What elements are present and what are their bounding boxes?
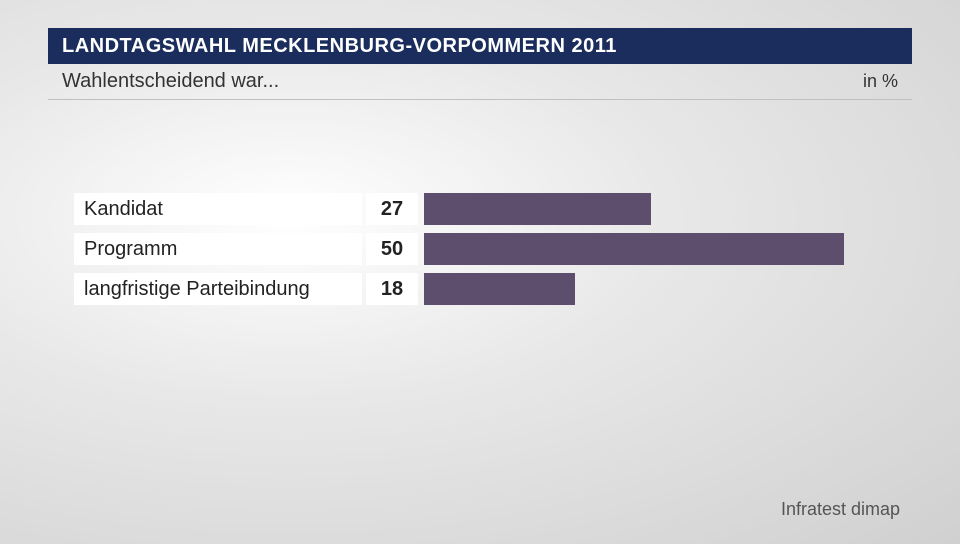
chart-row: Kandidat 27 (74, 190, 886, 228)
bar (424, 233, 844, 265)
subtitle-row: Wahlentscheidend war... in % (48, 64, 912, 100)
unit-text: in % (863, 71, 898, 92)
source-attribution: Infratest dimap (781, 499, 900, 520)
bar-container (424, 233, 886, 265)
subtitle-text: Wahlentscheidend war... (62, 70, 279, 93)
bar-label: Kandidat (74, 193, 362, 225)
bar-container (424, 273, 886, 305)
bar-container (424, 193, 886, 225)
bar-value: 27 (366, 193, 418, 225)
chart-row: Programm 50 (74, 230, 886, 268)
bar-label: langfristige Parteibindung (74, 273, 362, 305)
header-title: LANDTAGSWAHL MECKLENBURG-VORPOMMERN 2011 (62, 35, 617, 58)
bar (424, 193, 651, 225)
bar-value: 50 (366, 233, 418, 265)
bar-value: 18 (366, 273, 418, 305)
bar (424, 273, 575, 305)
bar-chart: Kandidat 27 Programm 50 langfristige Par… (74, 190, 886, 310)
header-banner: LANDTAGSWAHL MECKLENBURG-VORPOMMERN 2011 (48, 28, 912, 64)
bar-label: Programm (74, 233, 362, 265)
chart-row: langfristige Parteibindung 18 (74, 270, 886, 308)
